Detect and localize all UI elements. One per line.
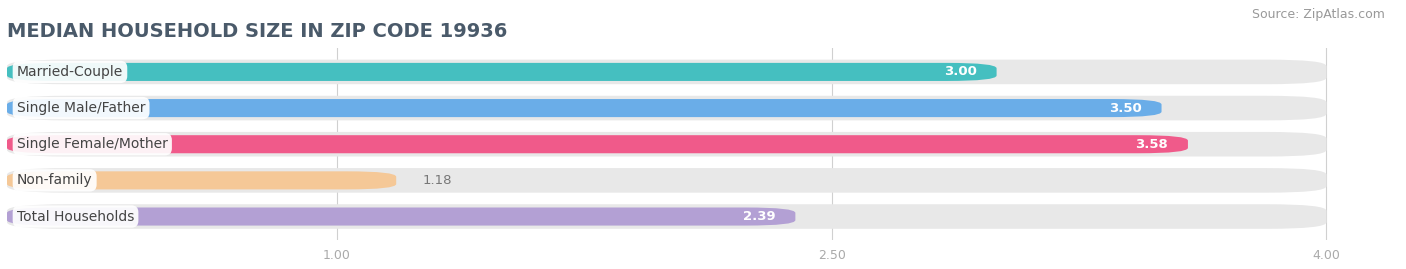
Text: Married-Couple: Married-Couple [17,65,124,79]
Text: 3.58: 3.58 [1136,138,1168,151]
FancyBboxPatch shape [7,204,1326,229]
Text: Source: ZipAtlas.com: Source: ZipAtlas.com [1251,8,1385,21]
Text: 3.50: 3.50 [1109,102,1142,115]
FancyBboxPatch shape [7,63,997,81]
Text: 2.39: 2.39 [742,210,776,223]
Text: Non-family: Non-family [17,174,93,187]
Text: MEDIAN HOUSEHOLD SIZE IN ZIP CODE 19936: MEDIAN HOUSEHOLD SIZE IN ZIP CODE 19936 [7,22,508,41]
FancyBboxPatch shape [7,135,1188,153]
FancyBboxPatch shape [7,207,796,226]
Text: 1.18: 1.18 [423,174,453,187]
Text: Total Households: Total Households [17,210,134,224]
Text: 3.00: 3.00 [943,65,977,79]
FancyBboxPatch shape [7,171,396,189]
FancyBboxPatch shape [7,99,1161,117]
FancyBboxPatch shape [7,168,1326,193]
FancyBboxPatch shape [7,132,1326,157]
Text: Single Female/Mother: Single Female/Mother [17,137,167,151]
FancyBboxPatch shape [7,96,1326,120]
FancyBboxPatch shape [7,60,1326,84]
Text: Single Male/Father: Single Male/Father [17,101,145,115]
